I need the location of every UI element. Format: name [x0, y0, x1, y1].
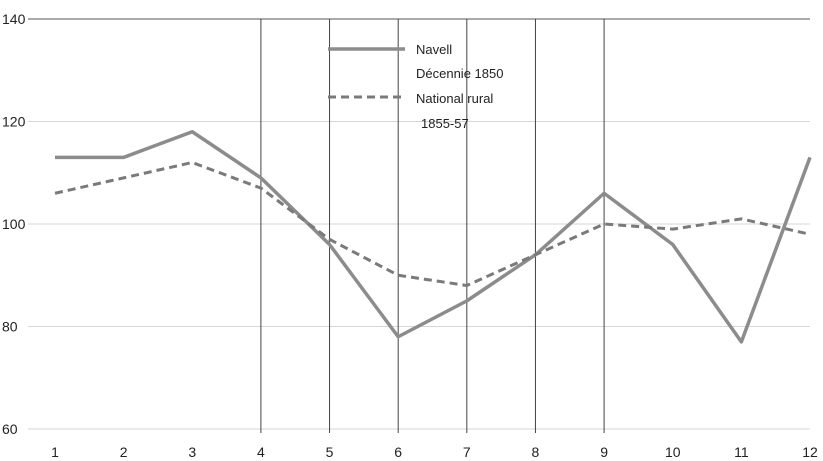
x-tick-label: 11 — [734, 444, 749, 460]
legend-label-national-rural: National rural — [416, 91, 493, 106]
series-lines — [54, 130, 812, 344]
y-tick-label: 100 — [2, 216, 26, 232]
vertical-markers — [260, 19, 605, 433]
legend-label-navell-decade: Décennie 1850 — [416, 66, 503, 81]
y-tick-label: 60 — [2, 421, 18, 437]
x-tick-label: 3 — [188, 444, 196, 460]
legend: Navell Décennie 1850 National rural 1855… — [328, 42, 503, 131]
legend-label-navell: Navell — [416, 42, 452, 57]
gridlines — [28, 18, 810, 430]
y-tick-label: 80 — [2, 319, 18, 335]
x-tick-label: 6 — [394, 444, 402, 460]
y-tick-label: 140 — [2, 11, 26, 27]
x-tick-label: 7 — [463, 444, 471, 460]
x-tick-label: 5 — [326, 444, 334, 460]
y-tick-label: 120 — [2, 114, 26, 130]
legend-label-national-rural-years: 1855-57 — [421, 116, 469, 131]
x-tick-label: 8 — [532, 444, 540, 460]
x-axis-ticks: 1 2 3 4 5 6 7 8 9 10 11 12 — [51, 444, 818, 460]
y-axis-ticks: 60 80 100 120 140 — [2, 11, 26, 437]
x-tick-label: 1 — [51, 444, 59, 460]
series-line-navell — [55, 130, 812, 344]
x-tick-label: 4 — [257, 444, 265, 460]
x-tick-label: 9 — [600, 444, 608, 460]
x-tick-label: 10 — [665, 444, 681, 460]
series-line-national-rural — [54, 161, 811, 287]
x-tick-label: 12 — [802, 444, 818, 460]
x-tick-label: 2 — [120, 444, 128, 460]
